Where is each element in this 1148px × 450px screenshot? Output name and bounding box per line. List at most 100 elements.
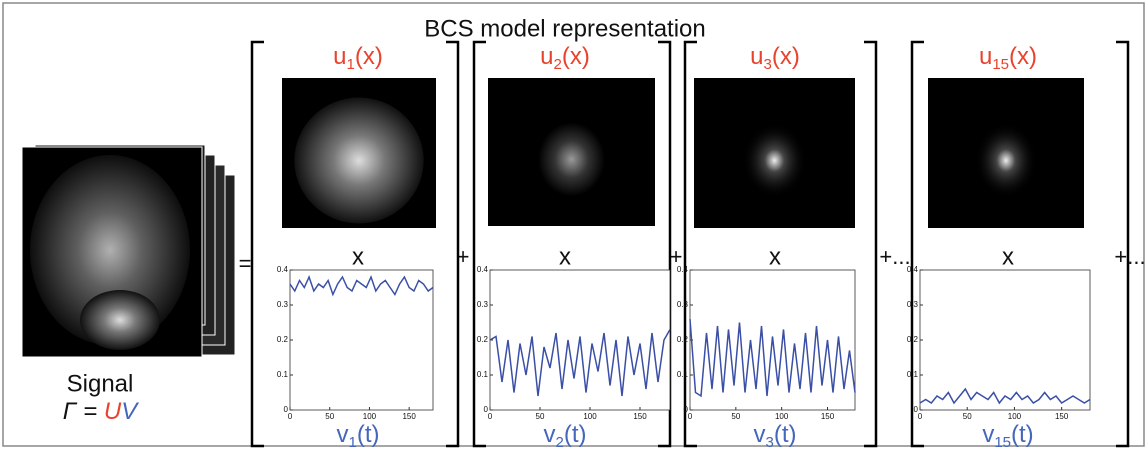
operator: +... — [879, 244, 910, 269]
label-base: v — [754, 421, 766, 448]
y-tick-label: 0 — [684, 405, 689, 414]
operator: + — [457, 244, 470, 269]
signal-equation: Γ = UV — [63, 398, 139, 425]
label-base: u — [333, 43, 346, 70]
x-tick-label: 50 — [731, 412, 740, 421]
image-blob — [294, 97, 424, 224]
label-sub: 15 — [992, 56, 1009, 73]
label-sub: 3 — [764, 56, 772, 73]
x-tick-label: 150 — [1055, 412, 1069, 421]
y-tick-label: 0.1 — [277, 370, 289, 379]
label-sub: 1 — [347, 56, 355, 73]
label-base: v — [982, 421, 994, 448]
y-tick-label: 0.4 — [677, 265, 689, 274]
bracket — [472, 40, 486, 448]
label-arg: (x) — [355, 43, 383, 70]
y-tick-label: 0.2 — [907, 335, 919, 344]
times: x — [352, 243, 364, 270]
label-sub: 2 — [554, 56, 562, 73]
image-blob — [974, 123, 1038, 198]
x-tick-label: 100 — [583, 412, 597, 421]
component-label: u15(x) — [979, 43, 1037, 73]
y-tick-label: 0.2 — [477, 335, 489, 344]
component-label: v15(t) — [982, 421, 1033, 450]
y-tick-label: 0 — [914, 405, 919, 414]
x-tick-label: 50 — [963, 412, 972, 421]
operator: + — [670, 244, 683, 269]
label-arg: (x) — [562, 43, 590, 70]
x-tick-label: 150 — [402, 412, 416, 421]
plot-frame — [289, 269, 434, 411]
component-label: u1(x) — [333, 43, 383, 73]
label-arg: (t) — [774, 421, 797, 448]
component-label: u3(x) — [750, 43, 800, 73]
bracket — [1116, 40, 1130, 448]
signal-line — [289, 274, 434, 297]
component-label: v3(t) — [754, 421, 797, 450]
signal-line — [489, 329, 671, 397]
label-sub: 2 — [556, 434, 564, 450]
x-tick-label: 0 — [488, 412, 493, 421]
x-tick-label: 0 — [918, 412, 923, 421]
y-tick-label: 0.4 — [907, 265, 919, 274]
y-tick-label: 0.1 — [677, 370, 689, 379]
v-symbol: V — [121, 398, 139, 425]
times: x — [1002, 243, 1014, 270]
image-blob — [742, 123, 807, 198]
bracket — [250, 40, 264, 448]
signal-line — [919, 387, 1091, 405]
x-tick-label: 150 — [821, 412, 835, 421]
y-tick-label: 0.3 — [677, 300, 689, 309]
times: x — [559, 243, 571, 270]
x-tick-label: 0 — [288, 412, 293, 421]
label-base: u — [750, 43, 763, 70]
label-arg: (x) — [1009, 43, 1037, 70]
signal-line — [689, 318, 856, 398]
y-tick-label: 0 — [484, 405, 489, 414]
bracket — [446, 40, 460, 448]
x-tick-label: 0 — [688, 412, 693, 421]
x-tick-label: 100 — [363, 412, 377, 421]
label-base: v — [544, 421, 556, 448]
signal-stack — [21, 144, 236, 358]
y-tick-label: 0.1 — [477, 370, 489, 379]
operator: = — [239, 251, 252, 276]
label-base: u — [540, 43, 553, 70]
y-tick-label: 0.4 — [277, 265, 289, 274]
component-label: v1(t) — [337, 421, 380, 450]
u-symbol: U — [104, 398, 122, 425]
y-tick-label: 0.2 — [277, 335, 289, 344]
gamma: Γ — [63, 398, 78, 425]
y-tick-label: 0.3 — [477, 300, 489, 309]
x-tick-label: 150 — [633, 412, 647, 421]
label-arg: (t) — [564, 421, 587, 448]
y-tick-label: 0.2 — [677, 335, 689, 344]
label-sub: 1 — [349, 434, 357, 450]
plot-frame — [919, 269, 1091, 411]
label-arg: (t) — [1011, 421, 1034, 448]
x-tick-label: 50 — [325, 412, 334, 421]
x-tick-label: 100 — [1008, 412, 1022, 421]
bracket — [683, 40, 697, 448]
bracket — [864, 40, 878, 448]
bracket — [910, 40, 924, 448]
y-tick-label: 0 — [284, 405, 289, 414]
times: x — [769, 243, 781, 270]
y-tick-label: 0.3 — [277, 300, 289, 309]
y-tick-label: 0.1 — [907, 370, 919, 379]
signal-label: Signal — [67, 370, 134, 397]
x-tick-label: 100 — [775, 412, 789, 421]
component-label: v2(t) — [544, 421, 587, 450]
image-blob — [538, 122, 605, 197]
bracket — [658, 40, 672, 448]
label-base: u — [979, 43, 992, 70]
title: BCS model representation — [424, 15, 705, 42]
y-tick-label: 0.3 — [907, 300, 919, 309]
x-tick-label: 50 — [536, 412, 545, 421]
component-label: u2(x) — [540, 43, 590, 73]
label-sub: 15 — [994, 434, 1011, 450]
y-tick-label: 0.4 — [477, 265, 489, 274]
label-sub: 3 — [766, 434, 774, 450]
label-arg: (t) — [357, 421, 380, 448]
